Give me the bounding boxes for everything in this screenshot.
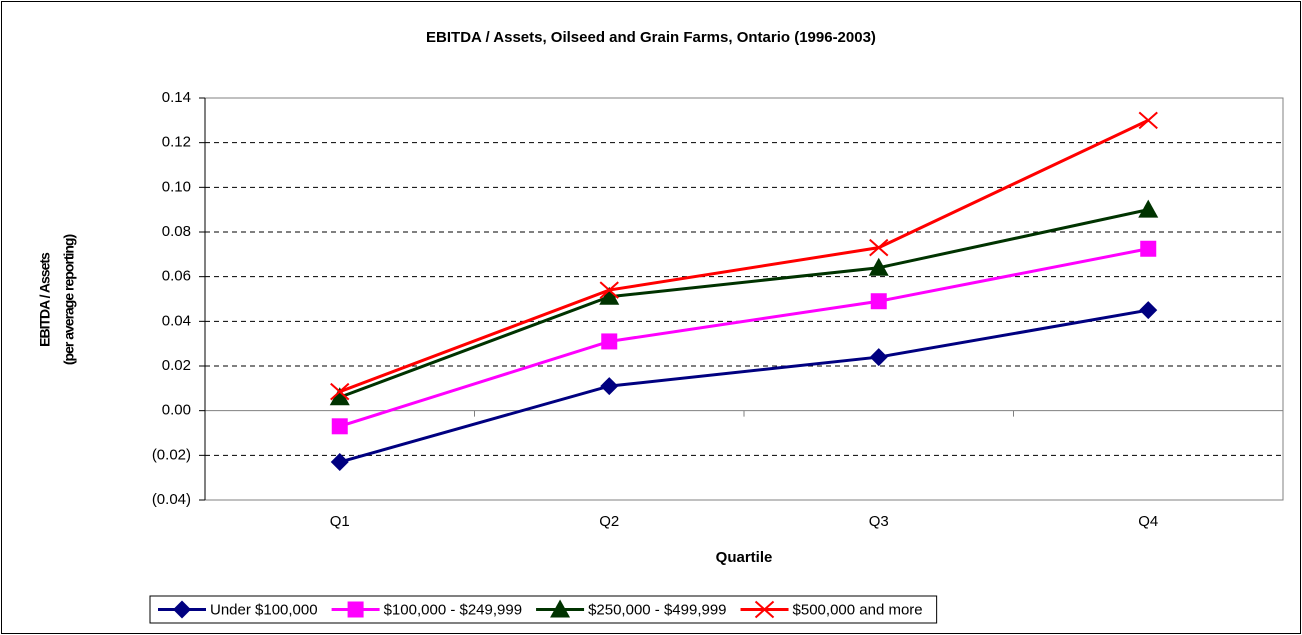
x-tick-label: Q1 bbox=[330, 513, 350, 530]
series-line bbox=[339, 247, 1149, 428]
marker bbox=[331, 418, 348, 435]
legend-label: Under $100,000 bbox=[210, 601, 318, 618]
series-line bbox=[339, 118, 1149, 394]
marker bbox=[330, 453, 349, 472]
marker bbox=[600, 377, 619, 396]
marker bbox=[869, 348, 888, 367]
y-tick-label: 0.14 bbox=[162, 89, 191, 106]
y-tick-label: 0.10 bbox=[162, 178, 191, 195]
marker bbox=[601, 333, 618, 350]
x-tick-label: Q3 bbox=[869, 513, 889, 530]
y-tick-label: 0.12 bbox=[162, 134, 191, 151]
y-tick-label: 0.04 bbox=[162, 312, 191, 329]
chart-title: EBITDA / Assets, Oilseed and Grain Farms… bbox=[426, 29, 876, 46]
marker bbox=[1138, 199, 1159, 218]
marker bbox=[330, 382, 350, 401]
legend-label: $500,000 and more bbox=[793, 601, 923, 618]
marker bbox=[868, 257, 889, 276]
series-line bbox=[339, 308, 1149, 464]
legend-label: $250,000 - $499,999 bbox=[588, 601, 726, 618]
legend-marker bbox=[173, 600, 191, 619]
legend: Under $100,000 $100,000 - $249,999 $250,00… bbox=[149, 595, 938, 624]
y-axis-title: EBITDA / Assets bbox=[37, 252, 53, 347]
series-line bbox=[339, 208, 1149, 399]
y-tick-label: (0.04) bbox=[152, 491, 191, 508]
marker bbox=[1139, 301, 1158, 320]
marker bbox=[1138, 111, 1158, 130]
y-tick-label: 0.08 bbox=[162, 223, 191, 240]
y-tick-label: 0.00 bbox=[162, 402, 191, 419]
x-tick-label: Q4 bbox=[1138, 513, 1158, 530]
legend-marker bbox=[754, 600, 775, 619]
marker bbox=[869, 238, 889, 257]
plot-area bbox=[204, 97, 1284, 501]
y-tick-label: (0.02) bbox=[152, 446, 191, 463]
y-tick-label: 0.02 bbox=[162, 357, 191, 374]
y-tick-label: 0.06 bbox=[162, 268, 191, 285]
legend-label: $100,000 - $249,999 bbox=[384, 601, 522, 618]
x-tick-label: Q2 bbox=[599, 513, 619, 530]
marker bbox=[329, 387, 350, 406]
x-axis-title: Quartile bbox=[716, 549, 773, 566]
legend-marker bbox=[347, 601, 364, 618]
y-axis-title: (per average reporting) bbox=[61, 235, 77, 366]
marker bbox=[599, 286, 620, 305]
marker bbox=[1140, 240, 1157, 257]
marker bbox=[599, 281, 619, 299]
legend-marker bbox=[550, 599, 571, 618]
marker bbox=[870, 293, 887, 310]
